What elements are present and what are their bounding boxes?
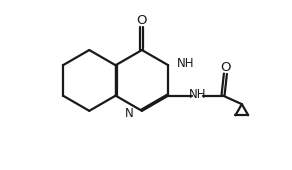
Text: N: N: [125, 107, 133, 120]
Text: O: O: [220, 61, 231, 74]
Text: NH: NH: [177, 57, 194, 70]
Text: O: O: [137, 14, 147, 27]
Text: NH: NH: [188, 88, 206, 101]
